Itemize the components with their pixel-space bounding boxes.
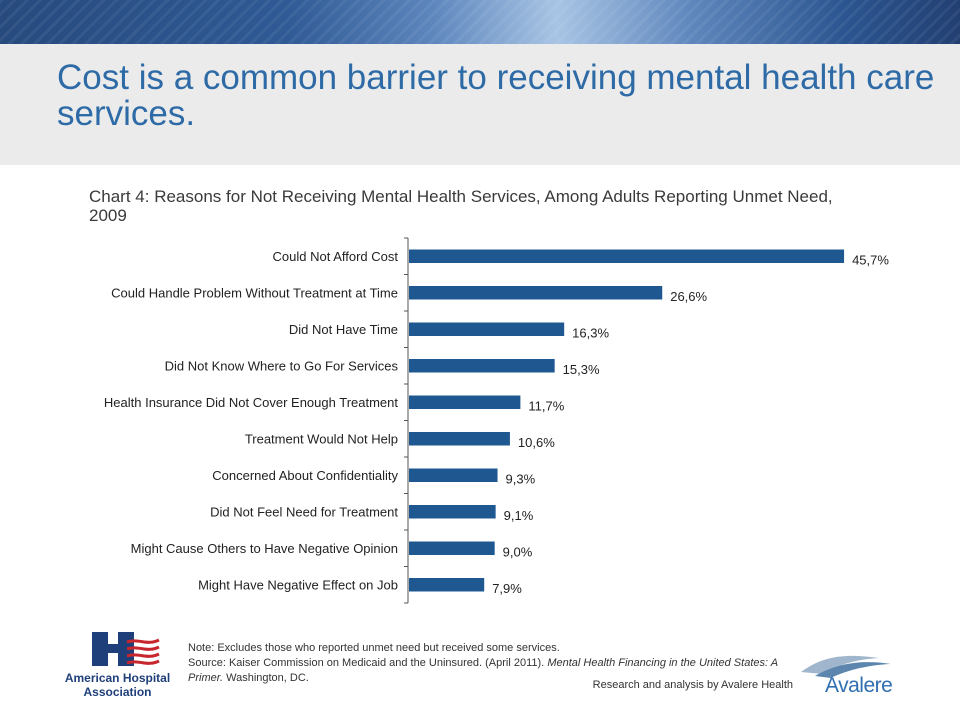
header-banner bbox=[0, 0, 960, 44]
category-label: Concerned About Confidentiality bbox=[212, 468, 398, 483]
value-label: 16,3% bbox=[572, 325, 609, 340]
avalere-wing-icon bbox=[801, 655, 891, 678]
category-label: Treatment Would Not Help bbox=[245, 431, 398, 446]
bar bbox=[409, 468, 498, 482]
category-label: Health Insurance Did Not Cover Enough Tr… bbox=[104, 395, 398, 410]
aha-logo: American Hospital Association bbox=[55, 628, 180, 713]
source-suffix: Washington, DC. bbox=[223, 672, 309, 684]
source-title: Mental Health Financing in the United St… bbox=[188, 657, 778, 684]
category-label: Could Handle Problem Without Treatment a… bbox=[111, 285, 398, 300]
value-label: 9,0% bbox=[503, 544, 533, 559]
bar bbox=[409, 286, 663, 300]
source-prefix: Source: Kaiser Commission on Medicaid an… bbox=[188, 657, 548, 669]
category-label: Might Cause Others to Have Negative Opin… bbox=[131, 541, 398, 556]
bar bbox=[409, 395, 521, 409]
avalere-logo-text: Avalere bbox=[825, 674, 893, 697]
page-title: Cost is a common barrier to receiving me… bbox=[57, 58, 935, 133]
note-line: Note: Excludes those who reported unmet … bbox=[188, 642, 560, 654]
bar bbox=[409, 322, 565, 336]
aha-logo-line1: American Hospital bbox=[64, 671, 171, 685]
category-label: Did Not Know Where to Go For Services bbox=[165, 358, 399, 373]
category-label: Could Not Afford Cost bbox=[273, 249, 399, 264]
value-label: 45,7% bbox=[852, 252, 889, 267]
value-label: 15,3% bbox=[563, 362, 600, 377]
value-label: 9,3% bbox=[506, 471, 536, 486]
category-label: Might Have Negative Effect on Job bbox=[198, 577, 398, 592]
chart-title: Chart 4: Reasons for Not Receiving Menta… bbox=[89, 187, 833, 225]
bar bbox=[409, 359, 555, 373]
category-label: Did Not Feel Need for Treatment bbox=[210, 504, 398, 519]
aha-h-icon bbox=[92, 632, 160, 666]
value-label: 26,6% bbox=[670, 289, 707, 304]
value-label: 10,6% bbox=[518, 435, 555, 450]
bar bbox=[409, 578, 485, 592]
title-band bbox=[0, 44, 960, 165]
banner-texture bbox=[0, 0, 960, 44]
bar bbox=[409, 505, 496, 519]
value-label: 7,9% bbox=[492, 581, 522, 596]
bar-chart: Could Not Afford Cost 45,7% Could Handle P… bbox=[104, 237, 889, 604]
value-label: 9,1% bbox=[504, 508, 534, 523]
aha-logo-line2: Association bbox=[83, 685, 152, 699]
avalere-logo: Avalere bbox=[795, 650, 905, 700]
category-label: Did Not Have Time bbox=[289, 322, 398, 337]
bar bbox=[409, 541, 495, 555]
bar bbox=[409, 432, 510, 446]
source-line: Source: Kaiser Commission on Medicaid an… bbox=[188, 656, 788, 686]
chart-note: Note: Excludes those who reported unmet … bbox=[188, 641, 788, 686]
analysis-credit: Research and analysis by Avalere Health bbox=[592, 679, 793, 691]
value-label: 11,7% bbox=[528, 398, 564, 413]
bar bbox=[409, 249, 845, 263]
